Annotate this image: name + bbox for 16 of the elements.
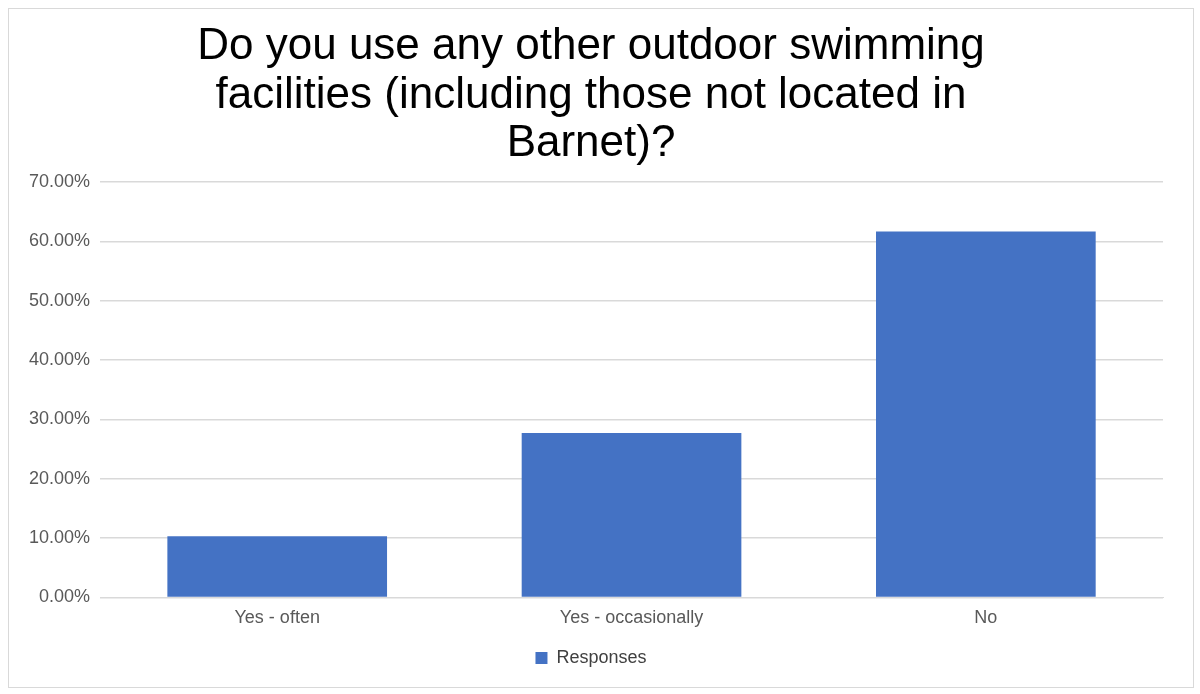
y-tick-label: 60.00% bbox=[28, 230, 91, 251]
chart-title: Do you use any other outdoor swimming facilities (including those not located in Barnet)? bbox=[197, 19, 985, 166]
y-tick-label: 0.00% bbox=[39, 586, 91, 607]
y-tick-label: 20.00% bbox=[28, 467, 91, 488]
y-tick-label: 50.00% bbox=[28, 289, 91, 310]
legend-label: Responses bbox=[556, 646, 647, 667]
bar bbox=[876, 231, 1096, 597]
bar bbox=[521, 433, 742, 597]
y-tick-label: 40.00% bbox=[28, 349, 91, 370]
bar bbox=[167, 536, 388, 597]
x-tick-label: No bbox=[974, 607, 998, 628]
x-tick-label: Yes - often bbox=[234, 607, 320, 628]
y-tick-label: 30.00% bbox=[28, 408, 91, 429]
y-tick-label: 70.00% bbox=[28, 171, 91, 192]
x-tick-label: Yes - occasionally bbox=[559, 607, 704, 628]
y-tick-label: 10.00% bbox=[28, 527, 91, 548]
